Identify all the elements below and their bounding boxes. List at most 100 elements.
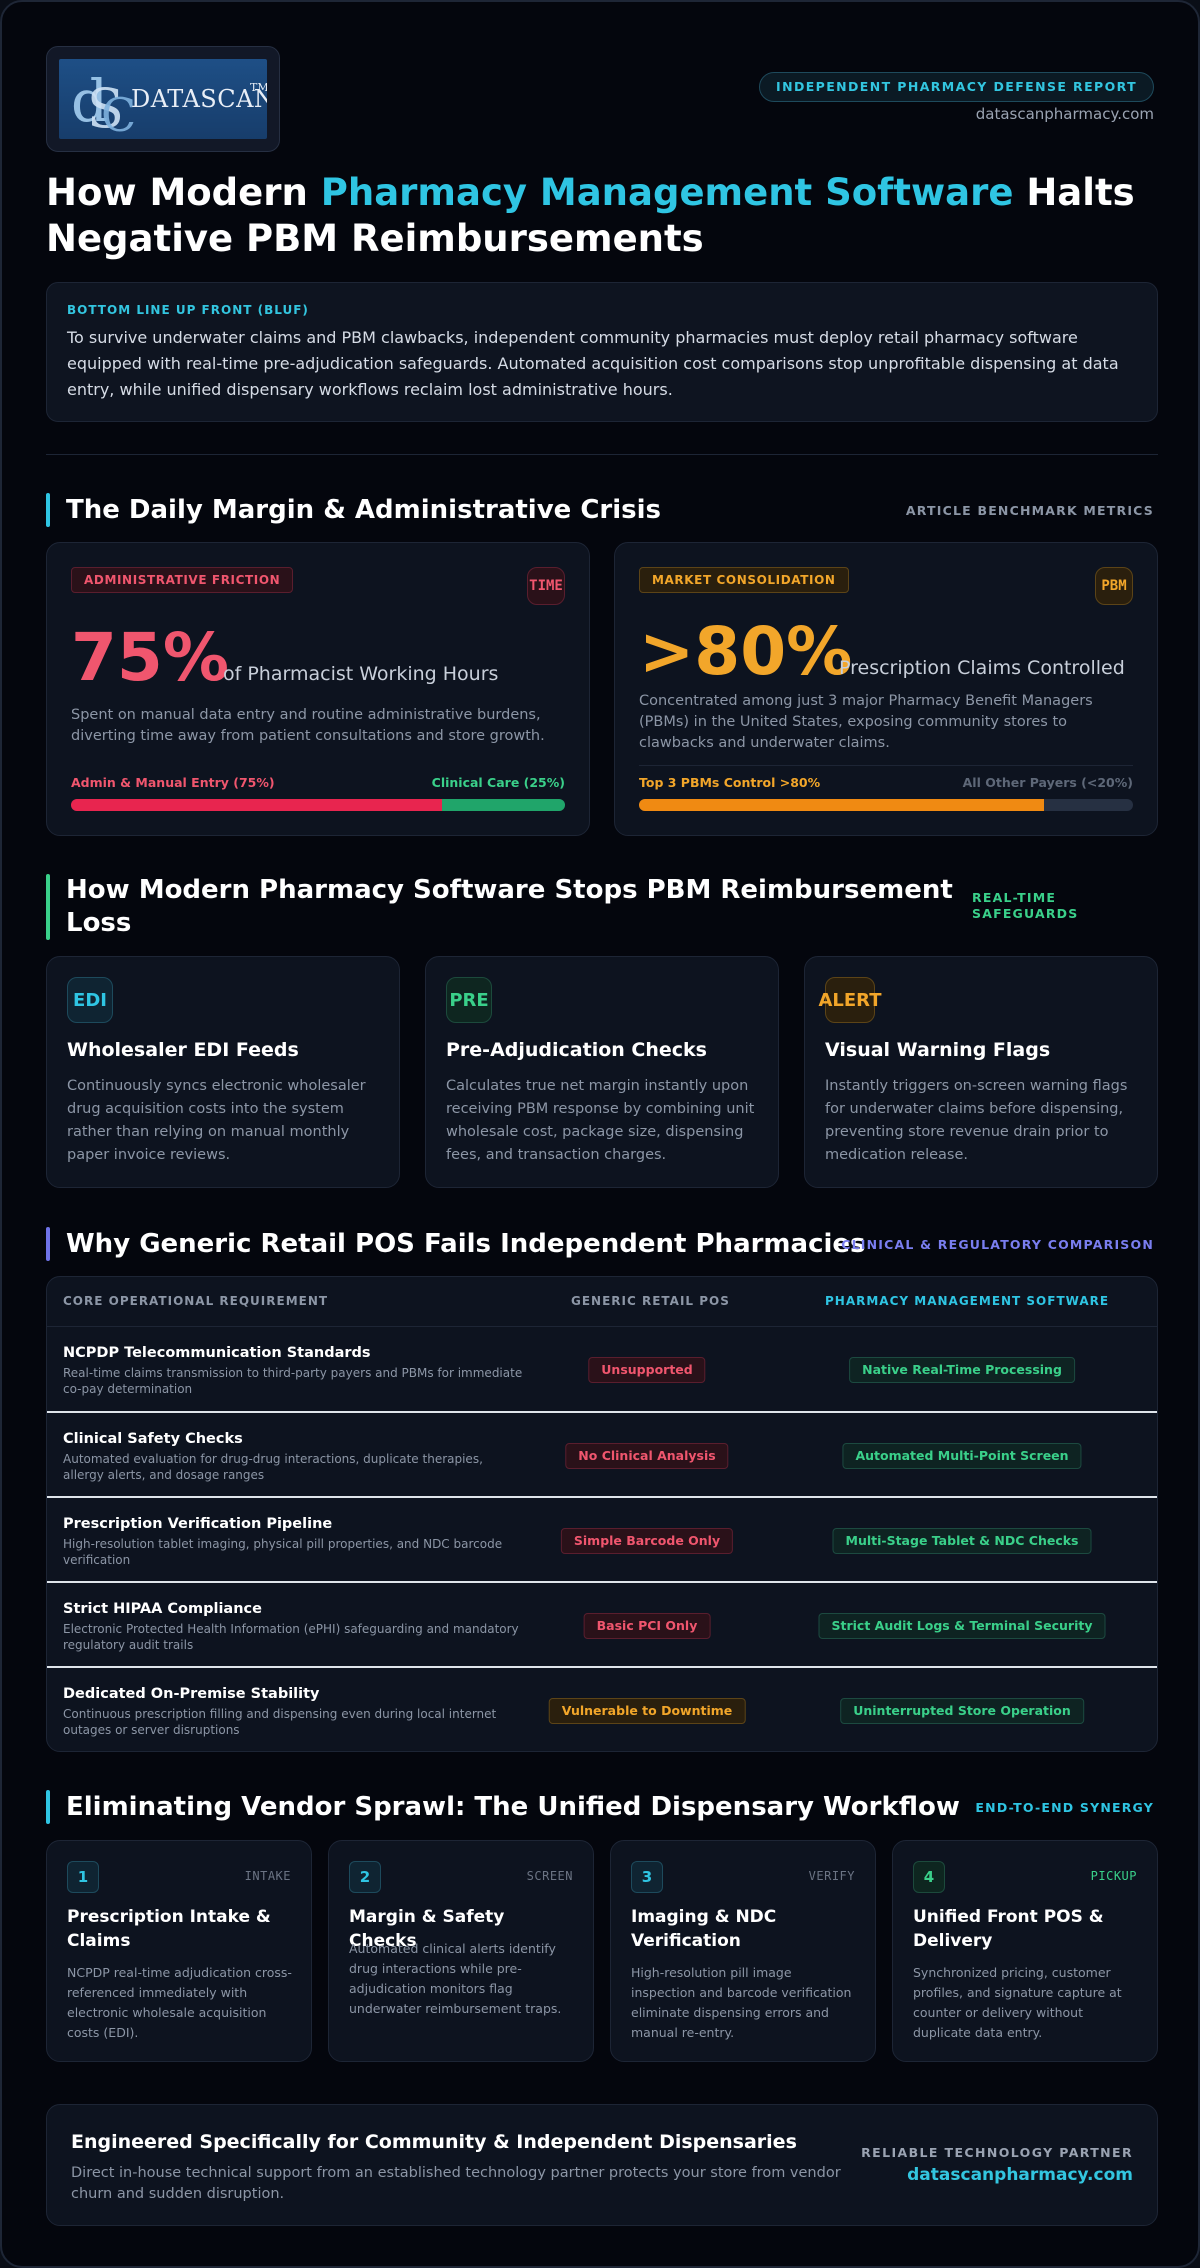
metric-progress-bar — [639, 799, 1133, 811]
pre-adjudication-icon: PRE — [446, 977, 492, 1023]
svg-text:C: C — [101, 88, 136, 137]
workflow-step-pickup: 4 PICKUP Unified Front POS & Delivery Sy… — [892, 1840, 1158, 2062]
table-row: NCPDP Telecommunication Standards Real-t… — [47, 1327, 1157, 1411]
footer-title: Engineered Specifically for Community & … — [71, 2131, 797, 2153]
footer-url-link[interactable]: datascanpharmacy.com — [907, 2165, 1133, 2185]
workflow-step-screen: 2 SCREEN Margin & Safety Checks Automate… — [328, 1840, 594, 2062]
title-highlight: Pharmacy Management Software — [320, 171, 1014, 214]
generic-pos-badge: No Clinical Analysis — [565, 1443, 729, 1469]
requirement-title: Strict HIPAA Compliance — [63, 1601, 262, 1617]
table-row: Clinical Safety Checks Automated evaluat… — [47, 1411, 1157, 1495]
metric-description: Spent on manual data entry and routine a… — [71, 707, 545, 744]
step-title: Unified Front POS & Delivery — [913, 1907, 1104, 1951]
table-row: Prescription Verification Pipeline High-… — [47, 1496, 1157, 1580]
crisis-section-tag: ARTICLE BENCHMARK METRICS — [905, 503, 1154, 518]
alert-icon: ALERT — [818, 977, 882, 1023]
requirement-description: High-resolution tablet imaging, physical… — [63, 1537, 503, 1567]
bar-segment-primary — [71, 799, 442, 811]
column-header-generic-pos: GENERIC RETAIL POS — [571, 1294, 730, 1308]
generic-pos-badge: Basic PCI Only — [583, 1613, 711, 1639]
metric-card-market-consolidation: MARKET CONSOLIDATION PBM >80% Prescripti… — [614, 542, 1158, 836]
metric-description: Concentrated among just 3 major Pharmacy… — [639, 693, 1093, 751]
metric-chip: ADMINISTRATIVE FRICTION — [71, 567, 294, 593]
pharmacy-software-badge: Strict Audit Logs & Terminal Security — [818, 1613, 1106, 1639]
datascan-logo-mark: d S C — [71, 67, 136, 137]
logo-text: DATASCAN — [131, 85, 267, 113]
step-number: 2 — [349, 1861, 381, 1893]
metric-caption: Prescription Claims Controlled — [839, 657, 1125, 679]
crisis-section-heading: The Daily Margin & Administrative Crisis — [46, 493, 661, 527]
step-number: 3 — [631, 1861, 663, 1893]
requirement-title: NCPDP Telecommunication Standards — [63, 1345, 371, 1361]
workflow-section-title: Eliminating Vendor Sprawl: The Unified D… — [66, 1792, 960, 1822]
section-accent-bar — [46, 1227, 50, 1261]
title-part-1: How Modern — [46, 171, 321, 214]
workflow-section-heading: Eliminating Vendor Sprawl: The Unified D… — [46, 1790, 960, 1824]
generic-pos-badge: Unsupported — [588, 1357, 706, 1383]
safeguards-section-tag: REAL-TIME SAFEGUARDS — [972, 890, 1079, 921]
comparison-table: CORE OPERATIONAL REQUIREMENT GENERIC RET… — [46, 1276, 1158, 1752]
footer-description: Direct in-house technical support from a… — [71, 2165, 841, 2202]
feature-title: Wholesaler EDI Feeds — [67, 1039, 299, 1061]
pharmacy-software-badge: Uninterrupted Store Operation — [840, 1698, 1084, 1724]
feature-description: Continuously syncs electronic wholesaler… — [67, 1078, 366, 1163]
generic-pos-badge: Simple Barcode Only — [560, 1528, 734, 1554]
requirement-title: Dedicated On-Premise Stability — [63, 1686, 320, 1702]
step-tag: INTAKE — [244, 1869, 291, 1883]
requirement-description: Automated evaluation for drug-drug inter… — [63, 1452, 483, 1482]
section-accent-bar — [46, 874, 50, 940]
footer-tag: RELIABLE TECHNOLOGY PARTNER — [861, 2145, 1133, 2160]
bar-right-label: All Other Payers (<20%) — [962, 775, 1133, 790]
bar-segment-primary — [639, 799, 1045, 811]
metric-progress-bar — [71, 799, 565, 811]
edi-icon: EDI — [67, 977, 113, 1023]
workflow-step-intake: 1 INTAKE Prescription Intake & Claims NC… — [46, 1840, 312, 2062]
requirement-description: Continuous prescription filling and disp… — [63, 1707, 497, 1737]
bluf-text: To survive underwater claims and PBM cla… — [67, 328, 1119, 399]
section-accent-bar — [46, 493, 50, 527]
safeguards-section-title: How Modern Pharmacy Software Stops PBM R… — [66, 875, 953, 938]
time-icon: TIME — [527, 567, 565, 605]
metric-chip: MARKET CONSOLIDATION — [639, 567, 849, 593]
metric-caption: of Pharmacist Working Hours — [223, 663, 499, 685]
requirement-description: Electronic Protected Health Information … — [63, 1622, 519, 1652]
crisis-section-title: The Daily Margin & Administrative Crisis — [66, 495, 662, 525]
table-row: Strict HIPAA Compliance Electronic Prote… — [47, 1581, 1157, 1665]
step-title: Imaging & NDC Verification — [631, 1907, 777, 1951]
comparison-section-title: Why Generic Retail POS Fails Independent… — [66, 1229, 866, 1259]
bar-left-label: Admin & Manual Entry (75%) — [71, 775, 275, 790]
bar-segment-secondary — [441, 799, 565, 811]
step-description: Automated clinical alerts identify drug … — [349, 1941, 562, 2016]
section-accent-bar — [46, 1790, 50, 1824]
pharmacy-software-badge: Native Real-Time Processing — [849, 1357, 1075, 1383]
logo[interactable]: d S C DATASCAN TM — [46, 46, 280, 152]
comparison-section-tag: CLINICAL & REGULATORY COMPARISON — [841, 1237, 1154, 1252]
requirement-description: Real-time claims transmission to third-p… — [63, 1366, 523, 1396]
pbm-icon: PBM — [1095, 567, 1133, 605]
svg-text:d: d — [71, 67, 108, 135]
step-title: Prescription Intake & Claims — [67, 1907, 271, 1951]
step-tag: SCREEN — [526, 1869, 573, 1883]
svg-text:S: S — [87, 77, 124, 137]
step-description: NCPDP real-time adjudication cross-refer… — [67, 1965, 292, 2040]
pharmacy-software-badge: Multi-Stage Tablet & NDC Checks — [832, 1528, 1092, 1554]
table-header: CORE OPERATIONAL REQUIREMENT GENERIC RET… — [47, 1277, 1157, 1327]
feature-description: Instantly triggers on-screen warning fla… — [825, 1078, 1128, 1163]
workflow-step-verify: 3 VERIFY Imaging & NDC Verification High… — [610, 1840, 876, 2062]
metric-card-admin-friction: ADMINISTRATIVE FRICTION TIME 75% of Phar… — [46, 542, 590, 836]
pharmacy-software-badge: Automated Multi-Point Screen — [842, 1443, 1082, 1469]
feature-card-pre-adjudication: PRE Pre-Adjudication Checks Calculates t… — [425, 956, 779, 1188]
requirement-title: Prescription Verification Pipeline — [63, 1516, 333, 1532]
workflow-section-tag: END-TO-END SYNERGY — [975, 1800, 1154, 1815]
bluf-panel: BOTTOM LINE UP FRONT (BLUF) To survive u… — [46, 282, 1158, 422]
header-url-link[interactable]: datascanpharmacy.com — [975, 105, 1154, 123]
column-header-pharmacy-software: PHARMACY MANAGEMENT SOFTWARE — [825, 1294, 1110, 1308]
metric-value: >80% — [639, 613, 853, 690]
bluf-label: BOTTOM LINE UP FRONT (BLUF) — [67, 303, 309, 317]
footer-panel: Engineered Specifically for Community & … — [46, 2104, 1158, 2226]
table-row: Dedicated On-Premise Stability Continuou… — [47, 1666, 1157, 1750]
metric-value: 75% — [71, 619, 229, 696]
generic-pos-badge: Vulnerable to Downtime — [548, 1698, 746, 1724]
comparison-section-heading: Why Generic Retail POS Fails Independent… — [46, 1227, 866, 1261]
